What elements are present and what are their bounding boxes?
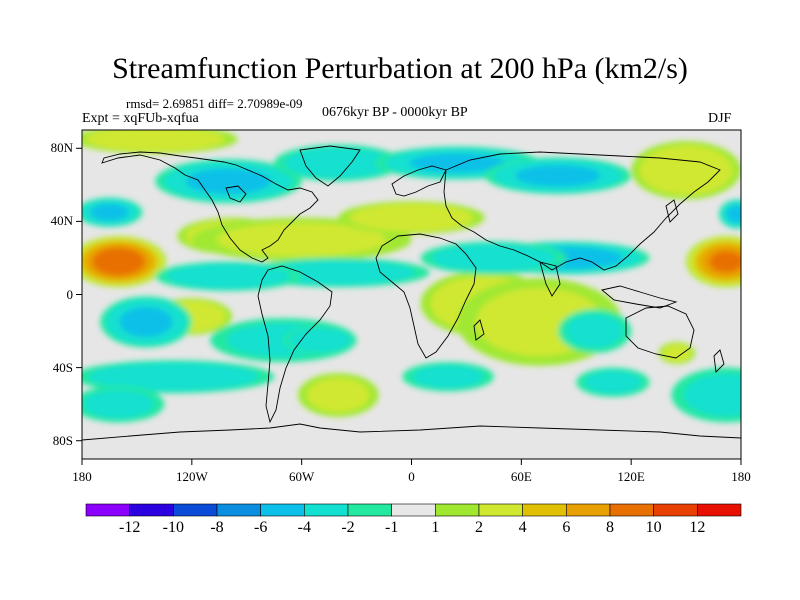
axis-ticks [76, 147, 742, 465]
anomaly-contour-19-1 [284, 147, 393, 179]
coastline-europe [391, 165, 447, 197]
anomaly-contour-28-1 [584, 370, 642, 394]
anomaly-contour-6-1 [639, 145, 733, 195]
coastline-japan [665, 199, 679, 223]
colorbar-swatch [216, 503, 261, 517]
colorbar-swatch [260, 503, 305, 517]
coastline-asia [443, 151, 721, 271]
anomaly-contour-17-1 [166, 263, 291, 289]
coastline-north-america [101, 151, 319, 263]
anomaly-field [82, 130, 741, 423]
time-period-label: 0676kyr BP - 0000kyr BP [322, 105, 468, 120]
anomaly-contour-7-1 [85, 130, 225, 152]
lon-tick-label: 180 [72, 469, 92, 484]
anomaly-contour-15-1 [431, 244, 556, 272]
anomaly-contour-26-1 [412, 365, 484, 389]
colorbar-swatch [173, 503, 218, 517]
coastline-maritime-continent [601, 285, 678, 309]
colorbar-label: -2 [341, 519, 355, 536]
colorbar-label: -8 [210, 519, 224, 536]
season-label: DJF [708, 111, 732, 126]
lon-tick-label: 60W [289, 469, 315, 484]
colorbar-label: -1 [384, 519, 399, 536]
colorbar-swatch [478, 503, 523, 517]
lat-tick-label: 40N [50, 213, 73, 229]
anomaly-contour-21-2 [515, 165, 601, 187]
colorbar-label: -4 [297, 519, 311, 536]
colorbar-label: 2 [475, 519, 483, 536]
colorbar-swatch [566, 503, 611, 517]
colorbar-label: -6 [253, 519, 268, 536]
lat-tick-label: 80S [52, 432, 73, 448]
anomaly-contour-13-2 [726, 205, 741, 223]
anomaly-contour-12-2 [90, 203, 129, 221]
lon-tick-label: 0 [408, 469, 415, 484]
lon-tick-label: 120E [617, 469, 645, 484]
experiment-label: Expt = xqFUb-xqfua [82, 111, 199, 126]
anomaly-contour-5-1 [349, 203, 474, 232]
coastline-india [539, 261, 561, 297]
coastline-madagascar [473, 319, 485, 341]
colorbar-swatch [522, 503, 567, 517]
coastlines [82, 145, 741, 441]
colorbar-swatch [391, 503, 436, 517]
anomaly-contour-22-2 [119, 307, 173, 337]
colorbar-swatch [653, 503, 698, 517]
lon-tick-label: 60E [510, 469, 532, 484]
anomaly-contour-27-1 [566, 314, 623, 349]
colorbar-swatch [697, 503, 742, 517]
anomaly-contour-29-1 [683, 373, 741, 417]
colorbar-label: 12 [689, 519, 706, 536]
colorbar-label: 10 [645, 519, 662, 536]
colorbar-label: 8 [606, 519, 614, 536]
anomaly-contour-24-1 [289, 327, 351, 353]
colorbar-label: 6 [562, 519, 571, 536]
colorbar-label: 1 [431, 519, 440, 536]
lon-tick-label: 120W [175, 469, 208, 484]
anomaly-contour-31-1 [662, 344, 692, 362]
rmsd-diff-stats: rmsd= 2.69851 diff= 2.70989e-09 [126, 96, 303, 111]
anomaly-contour-0-4 [92, 247, 145, 276]
lon-tick-label: 180 [731, 469, 751, 484]
coastline-hudson-bay [225, 185, 247, 203]
anomaly-contour-11-1 [307, 378, 370, 413]
anomaly-contour-1-4 [709, 250, 741, 273]
coastline-greenland [299, 145, 361, 187]
coastline-africa [375, 233, 477, 359]
colorbar-swatch [435, 503, 480, 517]
colorbar [85, 503, 742, 517]
coastline-south-america [257, 265, 333, 424]
colorbar-label: -12 [118, 519, 141, 536]
anomaly-contour-18-2 [186, 168, 271, 194]
anomaly-contour-30-1 [83, 390, 155, 419]
colorbar-swatch [85, 503, 130, 517]
coastline-australia [625, 305, 695, 359]
plot-title: Streamfunction Perturbation at 200 hPa (… [112, 52, 688, 85]
anomaly-contour-4-1 [216, 222, 387, 257]
coastline-antarctica [82, 423, 741, 441]
lat-tick-label: 0 [66, 286, 74, 302]
anomaly-contour-25-1 [88, 362, 259, 391]
colorbar-label: 4 [518, 519, 527, 536]
colorbar-label: -10 [162, 519, 184, 536]
colorbar-swatch [609, 503, 654, 517]
colorbar-swatch [347, 503, 392, 517]
lat-tick-label: 80N [50, 140, 73, 156]
lat-tick-label: 40S [52, 359, 73, 375]
coastline-new-zealand [713, 349, 725, 373]
colorbar-swatch [129, 503, 174, 517]
colorbar-swatch [304, 503, 349, 517]
